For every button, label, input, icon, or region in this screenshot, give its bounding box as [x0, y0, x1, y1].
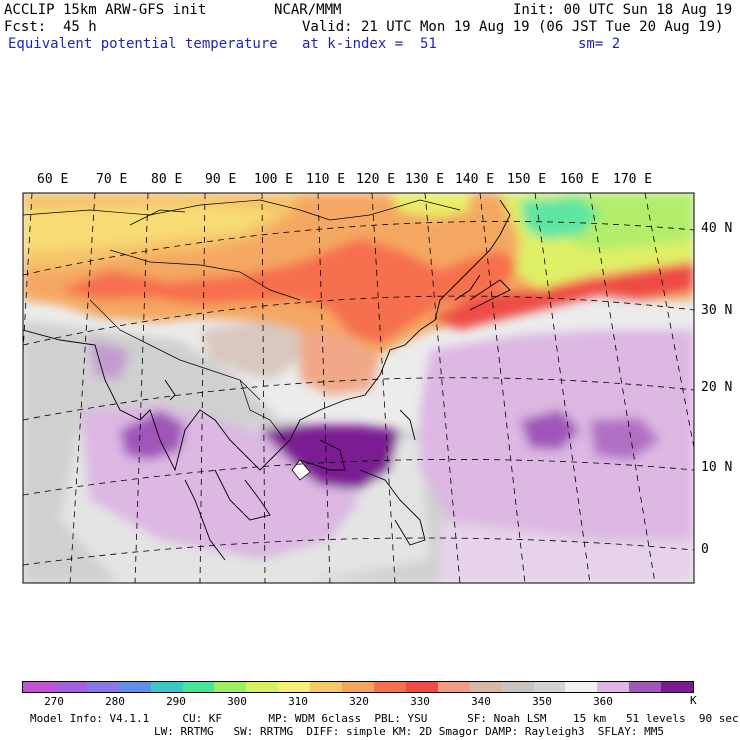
- valid-time: Valid: 21 UTC Mon 19 Aug 19 (06 JST Tue …: [302, 19, 724, 35]
- lon-label: 150 E: [507, 172, 547, 187]
- country-borders: [23, 199, 461, 441]
- colorbar-unit: K: [690, 694, 697, 707]
- org-label: NCAR/MMM: [274, 2, 342, 18]
- colorbar-tick-label: 360: [593, 695, 613, 708]
- colorbar-tick-label: 330: [410, 695, 430, 708]
- lat-label: 20 N: [701, 380, 733, 395]
- lat-label: 40 N: [701, 221, 733, 236]
- colorbar-segment: [342, 682, 374, 692]
- level-index: at k-index = 51: [302, 36, 437, 52]
- colorbar-segment: [214, 682, 247, 692]
- colorbar-segment: [661, 682, 694, 692]
- model-title: ACCLIP 15km ARW-GFS init: [4, 2, 207, 18]
- graticule: [23, 193, 694, 583]
- colorbar-segment: [54, 682, 87, 692]
- colorbar-segment: [373, 682, 406, 692]
- colorbar-segment: [501, 682, 534, 692]
- lon-label: 100 E: [254, 172, 294, 187]
- colorbar-tick-label: 280: [105, 695, 125, 708]
- colorbar: [22, 681, 694, 693]
- lon-label: 170 E: [613, 172, 653, 187]
- model-info-line1: Model Info: V4.1.1 CU: KF MP: WDM 6class…: [30, 712, 739, 725]
- colorbar-segment: [310, 682, 343, 692]
- colorbar-segment: [86, 682, 119, 692]
- init-time: Init: 00 UTC Sun 18 Aug 19: [513, 2, 733, 18]
- field-name: Equivalent potential temperature: [8, 36, 278, 52]
- colorbar-tick-label: 290: [166, 695, 186, 708]
- colorbar-tick-label: 300: [227, 695, 247, 708]
- lat-label: 10 N: [701, 460, 733, 475]
- colorbar-segment: [182, 682, 215, 692]
- lon-label: 60 E: [37, 172, 69, 187]
- colorbar-tick-label: 340: [471, 695, 491, 708]
- lon-label: 80 E: [151, 172, 183, 187]
- colorbar-segment: [469, 682, 502, 692]
- colorbar-segment: [565, 682, 598, 692]
- model-info-line2: LW: RRTMG SW: RRTMG DIFF: simple KM: 2D …: [154, 725, 664, 738]
- colorbar-segment: [437, 682, 470, 692]
- colorbar-segment: [597, 682, 630, 692]
- theta-e-fields: [23, 193, 694, 583]
- lon-label: 130 E: [405, 172, 445, 187]
- colorbar-segment: [405, 682, 438, 692]
- lat-label: 30 N: [701, 303, 733, 318]
- map-frame: [22, 192, 695, 584]
- colorbar-segment: [278, 682, 311, 692]
- lon-label: 160 E: [560, 172, 600, 187]
- lon-label: 90 E: [205, 172, 237, 187]
- lon-label: 70 E: [96, 172, 128, 187]
- colorbar-tick-label: 310: [288, 695, 308, 708]
- colorbar-tick-label: 350: [532, 695, 552, 708]
- lat-label: 0: [701, 542, 709, 557]
- colorbar-segment: [23, 682, 55, 692]
- lon-label: 140 E: [455, 172, 495, 187]
- colorbar-segment: [118, 682, 151, 692]
- colorbar-segment: [150, 682, 183, 692]
- colorbar-segment: [533, 682, 566, 692]
- coastlines: [23, 199, 511, 561]
- forecast-hour: Fcst: 45 h: [4, 19, 97, 35]
- colorbar-segment: [629, 682, 662, 692]
- colorbar-segment: [246, 682, 279, 692]
- colorbar-tick-label: 320: [349, 695, 369, 708]
- lon-label: 120 E: [356, 172, 396, 187]
- smoothing: sm= 2: [578, 36, 621, 52]
- lon-label: 110 E: [306, 172, 346, 187]
- colorbar-tick-label: 270: [44, 695, 64, 708]
